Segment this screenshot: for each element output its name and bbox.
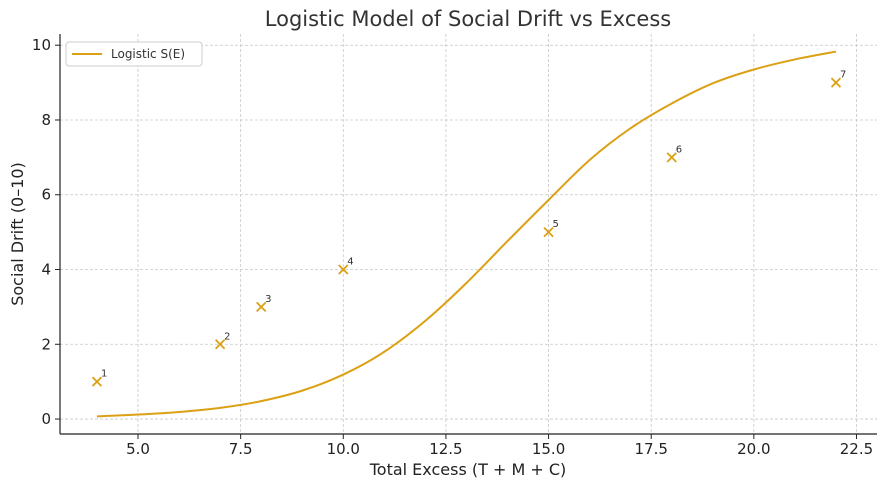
x-tick-label: 17.5: [634, 440, 667, 458]
y-axis-label: Social Drift (0–10): [8, 162, 27, 306]
chart-title: Logistic Model of Social Drift vs Excess: [265, 7, 671, 31]
legend-box: [65, 41, 203, 67]
y-ticks: 0 2 4 6 8 10: [32, 36, 60, 428]
y-tick-label: 10: [32, 36, 51, 54]
logistic-curve-layer: [96, 50, 837, 418]
x-tick-label: 10.0: [327, 440, 360, 458]
point-label: 7: [840, 70, 846, 81]
scatter-point: [338, 264, 349, 275]
scatter-points-layer: 1 2 3 4 5 6 7: [91, 70, 846, 387]
x-tick-label: 15.0: [532, 440, 565, 458]
x-tick-label: 5.0: [126, 440, 150, 458]
y-tick-label: 2: [41, 335, 51, 353]
y-tick-label: 6: [41, 186, 51, 204]
y-tick-label: 0: [41, 410, 51, 428]
scatter-point: [830, 77, 842, 88]
y-tick-label: 4: [41, 261, 51, 279]
scatter-point: [91, 376, 103, 387]
point-label: 5: [553, 219, 559, 230]
x-ticks: 5.0 7.5 10.0 12.5 15.0 17.5 20.0 22.5: [126, 434, 873, 458]
x-tick-label: 22.5: [840, 440, 873, 458]
legend-entry-logistic: Logistic S(E): [111, 47, 185, 61]
scatter-point: [666, 152, 677, 163]
scatter-point: [543, 226, 554, 238]
x-tick-label: 20.0: [737, 440, 770, 458]
scatter-point: [256, 301, 267, 313]
grid: [60, 34, 877, 434]
x-tick-label: 12.5: [429, 440, 462, 458]
x-axis-label: Total Excess (T + M + C): [369, 460, 567, 479]
axes: [59, 34, 877, 435]
point-label: 2: [224, 331, 230, 342]
logistic-curve: [96, 50, 837, 418]
point-label: 4: [347, 257, 353, 268]
y-tick-label: 8: [41, 111, 51, 129]
x-tick-label: 7.5: [229, 440, 253, 458]
point-label: 6: [676, 144, 682, 155]
scatter-point: [214, 339, 226, 350]
point-label: 1: [101, 369, 107, 380]
legend: Logistic S(E): [65, 41, 203, 67]
point-label: 3: [265, 294, 271, 305]
